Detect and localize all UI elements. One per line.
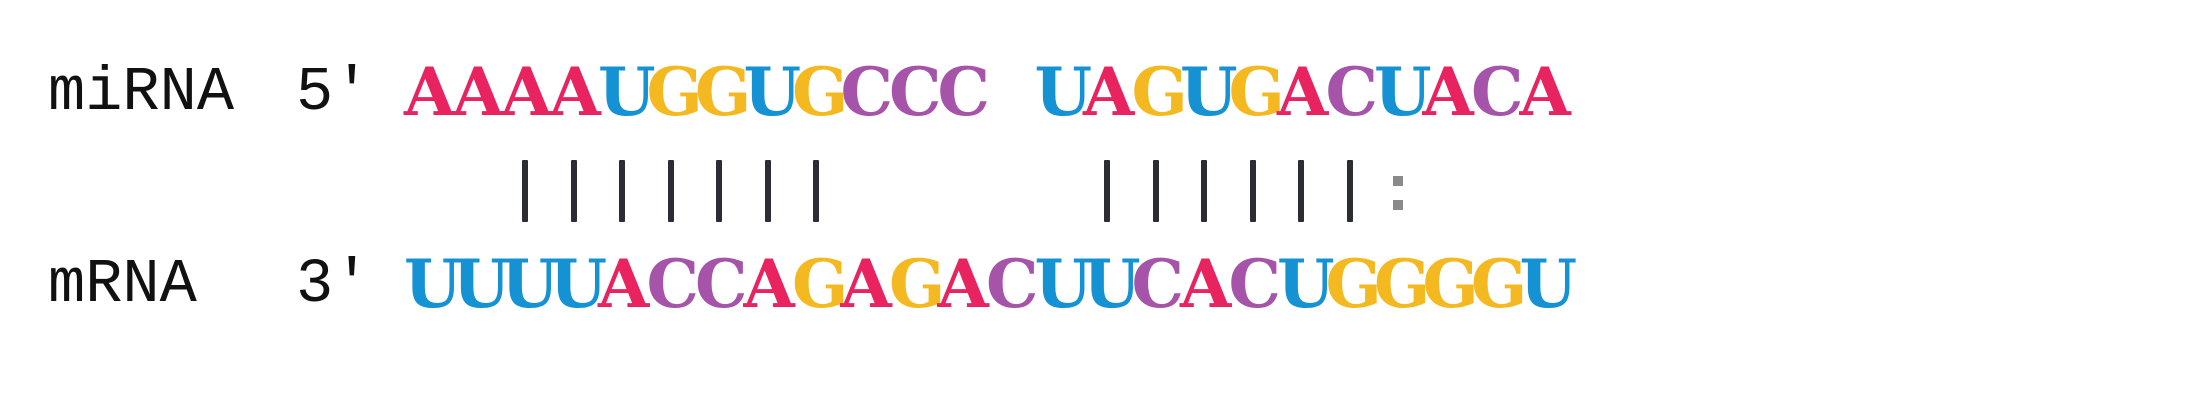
mrna-base: U — [1034, 245, 1093, 323]
mrna-base: A — [598, 245, 650, 323]
watson-crick-pair-bar — [619, 160, 626, 222]
unpaired-position — [938, 140, 987, 236]
mrna-base: G — [1422, 245, 1479, 323]
mirna-base: C — [1325, 53, 1379, 131]
mrna-base: A — [1180, 245, 1232, 323]
watson-crick-pair-bar — [1298, 160, 1305, 222]
base-pair-line — [1229, 140, 1278, 236]
unpaired-position — [1035, 140, 1084, 236]
base-pair-line — [695, 140, 744, 236]
unpaired-position — [889, 140, 938, 236]
mirna-base: A — [1519, 53, 1571, 131]
base-pair-line — [647, 140, 696, 236]
mrna-base: U — [549, 245, 608, 323]
watson-crick-pair-bar — [716, 160, 723, 222]
mrna-base: G — [1325, 245, 1382, 323]
mrna-base: U — [1277, 245, 1335, 323]
mrna-base: U — [1083, 245, 1141, 323]
mirna-base: A — [501, 53, 553, 131]
unpaired-position — [986, 140, 1035, 236]
mirna-base: C — [937, 53, 991, 131]
mrna-base: U — [1519, 245, 1578, 323]
mirna-base: G — [646, 53, 703, 131]
mrna-base: C — [1228, 245, 1282, 323]
mrna-base: U — [404, 245, 462, 323]
mrna-base: A — [840, 245, 892, 323]
base-pair-line — [1132, 140, 1181, 236]
watson-crick-pair-bar — [813, 160, 820, 222]
mrna-base: A — [937, 245, 989, 323]
mirna-base: A — [452, 53, 504, 131]
wobble-pair-marker — [1374, 140, 1423, 236]
mirna-base: U — [1180, 53, 1238, 131]
base-pair-line — [1326, 140, 1375, 236]
mirna-base: C — [1471, 53, 1524, 131]
mrna-base: C — [646, 245, 700, 323]
pairing-row — [48, 140, 1568, 236]
mrna-base: G — [792, 245, 849, 323]
gu-wobble-colon — [1393, 176, 1404, 210]
watson-crick-pair-bar — [522, 160, 529, 222]
watson-crick-pair-bar — [1104, 160, 1111, 222]
mrna-label: mRNA — [48, 248, 197, 320]
mirna-base: A — [404, 53, 456, 131]
watson-crick-pair-bar — [1346, 160, 1353, 222]
watson-crick-pair-bar — [667, 160, 674, 222]
watson-crick-pair-bar — [570, 160, 577, 222]
mrna-base: C — [1131, 245, 1185, 323]
unpaired-position — [1471, 140, 1520, 236]
mrna-base: G — [1471, 245, 1528, 323]
mirna-base: C — [840, 53, 894, 131]
mrna-base: U — [501, 245, 559, 323]
mirna-base: A — [1083, 53, 1135, 131]
mirna-base: U — [743, 53, 802, 131]
base-pair-line — [1180, 140, 1229, 236]
mirna-base: A — [1277, 53, 1329, 131]
base-pair-line — [1277, 140, 1326, 236]
watson-crick-pair-bar — [1201, 160, 1208, 222]
mirna-base: A — [549, 53, 601, 131]
base-pairing-lines — [404, 140, 1568, 236]
unpaired-position — [1423, 140, 1472, 236]
unpaired-position — [404, 140, 453, 236]
unpaired-position — [1520, 140, 1569, 236]
watson-crick-pair-bar — [1152, 160, 1159, 222]
mrna-base: U — [452, 245, 511, 323]
base-pair-line — [792, 140, 841, 236]
watson-crick-pair-bar — [1249, 160, 1256, 222]
mrna-3prime-end-label: 3' — [296, 248, 371, 320]
mrna-base: A — [743, 245, 795, 323]
unpaired-position — [453, 140, 502, 236]
unpaired-position — [841, 140, 890, 236]
base-pair-line — [501, 140, 550, 236]
mirna-label: miRNA — [48, 56, 235, 128]
mrna-base: G — [889, 245, 946, 323]
mirna-gap — [986, 44, 1035, 140]
base-pair-line — [550, 140, 599, 236]
mrna-base: C — [695, 245, 748, 323]
base-pair-line — [598, 140, 647, 236]
mrna-base: G — [1374, 245, 1431, 323]
mirna-base: G — [1228, 53, 1285, 131]
base-pair-line — [1083, 140, 1132, 236]
mirna-base: U — [598, 53, 656, 131]
mirna-base: G — [792, 53, 849, 131]
base-pair-line — [744, 140, 793, 236]
watson-crick-pair-bar — [764, 160, 771, 222]
mirna-base: G — [695, 53, 752, 131]
mirna-5prime-end-label: 5' — [296, 56, 371, 128]
mirna-base: G — [1131, 53, 1188, 131]
mrna-base: C — [986, 245, 1039, 323]
mirna-base: A — [1422, 53, 1474, 131]
mirna-base: C — [889, 53, 942, 131]
mirna-base: U — [1034, 53, 1093, 131]
mirna-base: U — [1374, 53, 1432, 131]
